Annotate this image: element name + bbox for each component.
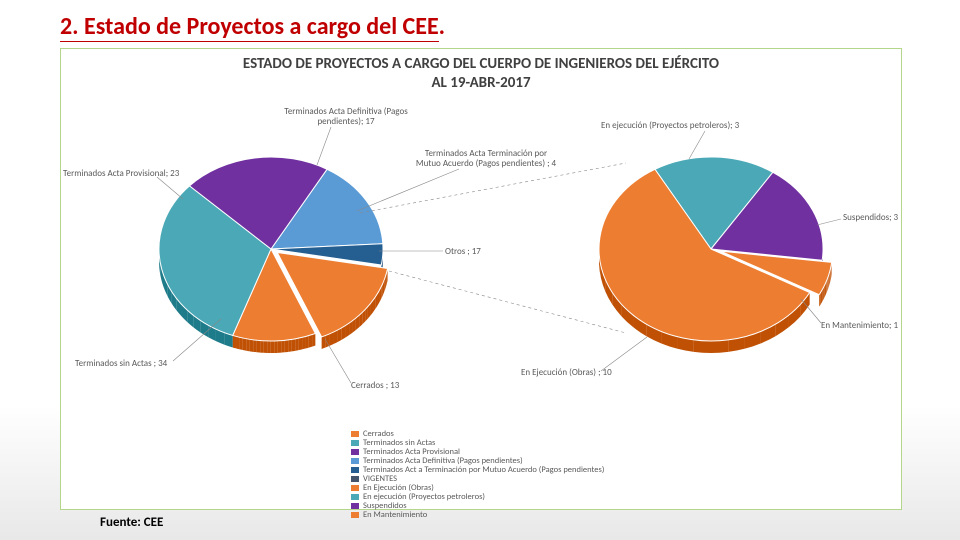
lbl-term-sin-actas: Terminados sin Actas ; 34 [75, 359, 167, 369]
pie-right [591, 149, 831, 349]
lbl-term-definitiva: Terminados Acta Definitiva (Pagospendien… [261, 107, 431, 127]
legend-swatch [351, 476, 359, 482]
lbl-en-ejec-obras: En Ejecución (Obras) ; 10 [521, 368, 612, 378]
pie-left [151, 149, 391, 349]
slide-heading: 2. Estado de Proyectos a cargo del CEE. [60, 12, 445, 42]
legend-label: En Mantenimiento [363, 510, 427, 520]
lbl-en-ejec-petroleros: En ejecución (Proyectos petroleros); 3 [601, 121, 739, 131]
legend-swatch [351, 440, 359, 446]
legend-swatch [351, 467, 359, 473]
heading-text: 2. Estado de Proyectos a cargo del CEE [60, 12, 439, 41]
legend-swatch [351, 449, 359, 455]
legend-swatch [351, 485, 359, 491]
chart-container: ESTADO DE PROYECTOS A CARGO DEL CUERPO D… [60, 48, 902, 510]
chart-title: ESTADO DE PROYECTOS A CARGO DEL CUERPO D… [61, 55, 901, 93]
pie-left-wrap [151, 149, 391, 349]
legend: CerradosTerminados sin ActasTerminados A… [351, 429, 604, 519]
legend-swatch [351, 431, 359, 437]
legend-swatch [351, 458, 359, 464]
pie-right-wrap [591, 149, 831, 349]
lbl-term-mutuo: Terminados Acta Terminación porMutuo Acu… [401, 149, 571, 169]
legend-item: En Mantenimiento [351, 510, 604, 519]
heading-dot: . [439, 12, 445, 41]
legend-swatch [351, 494, 359, 500]
legend-swatch [351, 512, 359, 518]
source-label: Fuente: CEE [100, 515, 163, 530]
lbl-suspendidos: Suspendidos; 3 [843, 213, 898, 223]
legend-label: Terminados Act a Terminación por Mutuo A… [363, 465, 604, 475]
lbl-cerrados: Cerrados ; 13 [351, 381, 399, 391]
legend-swatch [351, 503, 359, 509]
lbl-otros: Otros ; 17 [445, 247, 481, 257]
lbl-term-provisional: Terminados Acta Provisional; 23 [63, 169, 179, 179]
lbl-en-mantenimiento: En Mantenimiento; 1 [821, 321, 898, 331]
